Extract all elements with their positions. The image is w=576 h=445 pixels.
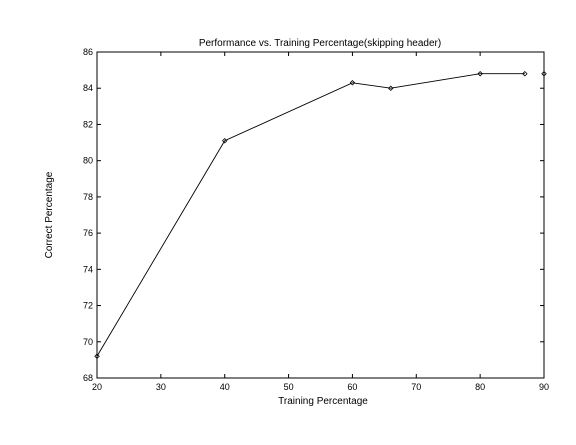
series-line (96, 73, 525, 357)
x-tick-label: 40 (220, 382, 230, 392)
plot-frame (96, 51, 545, 379)
x-tick-label: 80 (475, 382, 485, 392)
x-tick-label: 30 (156, 382, 166, 392)
data-point (477, 70, 483, 77)
x-tick-labels: 20 30 40 50 60 70 80 90 (92, 382, 549, 392)
series-layer (94, 70, 547, 360)
data-point (387, 85, 394, 91)
data-point (541, 70, 547, 77)
x-tick-label: 20 (92, 382, 102, 392)
data-point (221, 137, 228, 144)
x-tick-label: 70 (411, 382, 421, 392)
y-tick-label: 74 (83, 264, 93, 274)
y-tick-labels: 68 70 72 74 76 78 80 82 84 86 (83, 47, 93, 383)
axis-ticks (96, 51, 545, 379)
y-tick-label: 76 (83, 228, 93, 238)
y-tick-label: 78 (83, 192, 93, 202)
data-point (349, 80, 356, 86)
y-tick-label: 84 (83, 83, 93, 93)
data-point (522, 70, 528, 77)
y-axis-label: Correct Percentage (44, 171, 55, 258)
x-axis-label: Training Percentage (278, 396, 368, 407)
y-tick-label: 70 (83, 337, 93, 347)
x-tick-label: 60 (347, 382, 357, 392)
chart-title: Performance vs. Training Percentage(skip… (199, 38, 441, 49)
y-tick-label: 72 (83, 301, 93, 311)
data-point (94, 353, 100, 360)
y-tick-label: 80 (83, 156, 93, 166)
y-tick-label: 86 (83, 47, 93, 57)
y-tick-label: 82 (83, 119, 93, 129)
x-tick-label: 50 (284, 382, 294, 392)
x-tick-label: 90 (539, 382, 549, 392)
y-tick-label: 68 (83, 373, 93, 383)
